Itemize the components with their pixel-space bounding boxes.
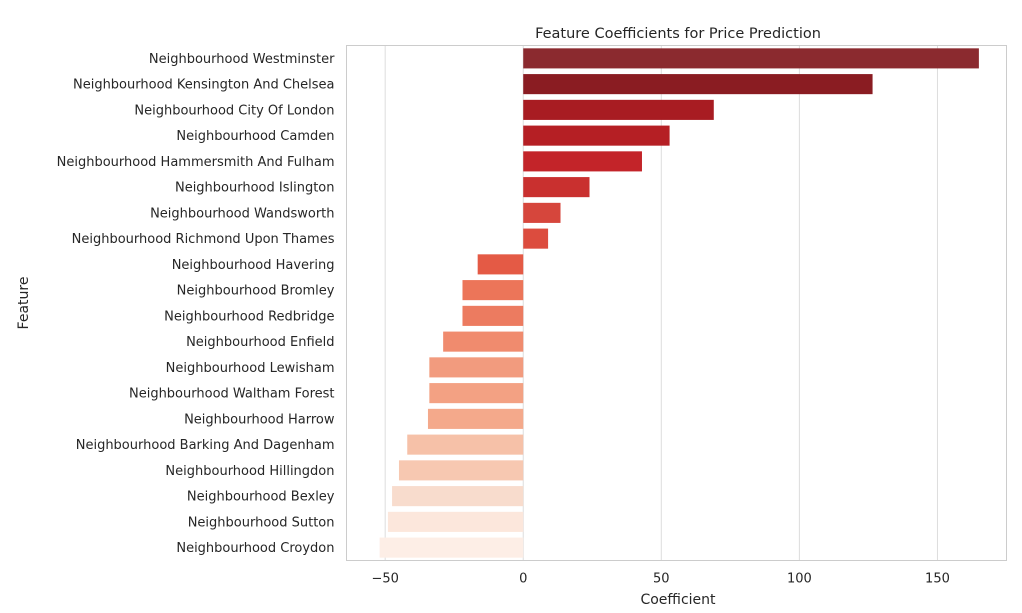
- category-label: Neighbourhood Croydon: [176, 541, 334, 556]
- bar: [523, 125, 670, 146]
- category-label: Neighbourhood Bromley: [177, 284, 335, 299]
- category-label: Neighbourhood Redbridge: [164, 309, 334, 324]
- bar: [398, 460, 524, 481]
- bar: [523, 48, 979, 69]
- x-tick-label: 0: [519, 572, 527, 587]
- bar: [523, 202, 561, 223]
- bar: [462, 305, 524, 326]
- category-label: Neighbourhood Barking And Dagenham: [76, 438, 335, 453]
- bar: [387, 511, 524, 532]
- bar: [427, 408, 524, 429]
- bar: [523, 99, 714, 120]
- bar: [477, 254, 524, 275]
- plot-frame: [346, 45, 1007, 561]
- category-label: Neighbourhood Richmond Upon Thames: [72, 232, 335, 247]
- bar: [523, 177, 590, 198]
- category-label: Neighbourhood Sutton: [188, 515, 335, 530]
- x-tick-label: −50: [371, 572, 398, 587]
- category-label: Neighbourhood City Of London: [134, 103, 334, 118]
- category-label: Neighbourhood Harrow: [184, 412, 335, 427]
- x-tick-label: 150: [925, 572, 950, 587]
- bar: [523, 151, 642, 172]
- x-tick-label: 50: [653, 572, 670, 587]
- bar: [523, 228, 549, 249]
- category-label: Neighbourhood Camden: [176, 129, 334, 144]
- category-label: Neighbourhood Wandsworth: [150, 206, 334, 221]
- category-label: Neighbourhood Bexley: [187, 490, 335, 505]
- x-axis-title: Coefficient: [640, 592, 716, 608]
- bars: [379, 48, 979, 558]
- category-label: Neighbourhood Islington: [175, 181, 335, 196]
- bar: [523, 74, 873, 95]
- bar: [407, 434, 524, 455]
- x-tick-labels: −50 0 50 100 150: [371, 572, 949, 587]
- category-labels: Neighbourhood Westminster Neighbourhood K…: [57, 52, 336, 556]
- bar: [379, 537, 524, 558]
- bar: [462, 280, 524, 301]
- bar: [392, 486, 524, 507]
- category-label: Neighbourhood Lewisham: [166, 361, 335, 376]
- category-label: Neighbourhood Hillingdon: [165, 464, 334, 479]
- gridlines: [384, 45, 938, 561]
- bar: [429, 383, 524, 404]
- x-tick-label: 100: [787, 572, 812, 587]
- category-label: Neighbourhood Westminster: [149, 52, 335, 67]
- category-label: Neighbourhood Hammersmith And Fulham: [57, 155, 335, 170]
- category-label: Neighbourhood Waltham Forest: [129, 387, 335, 402]
- y-axis-title: Feature: [16, 277, 32, 330]
- bar: [443, 331, 524, 352]
- category-label: Neighbourhood Kensington And Chelsea: [73, 78, 335, 93]
- category-label: Neighbourhood Havering: [172, 258, 335, 273]
- chart-title: Feature Coefficients for Price Predictio…: [535, 26, 821, 42]
- bar: [429, 357, 524, 378]
- category-label: Neighbourhood Enfield: [186, 335, 334, 350]
